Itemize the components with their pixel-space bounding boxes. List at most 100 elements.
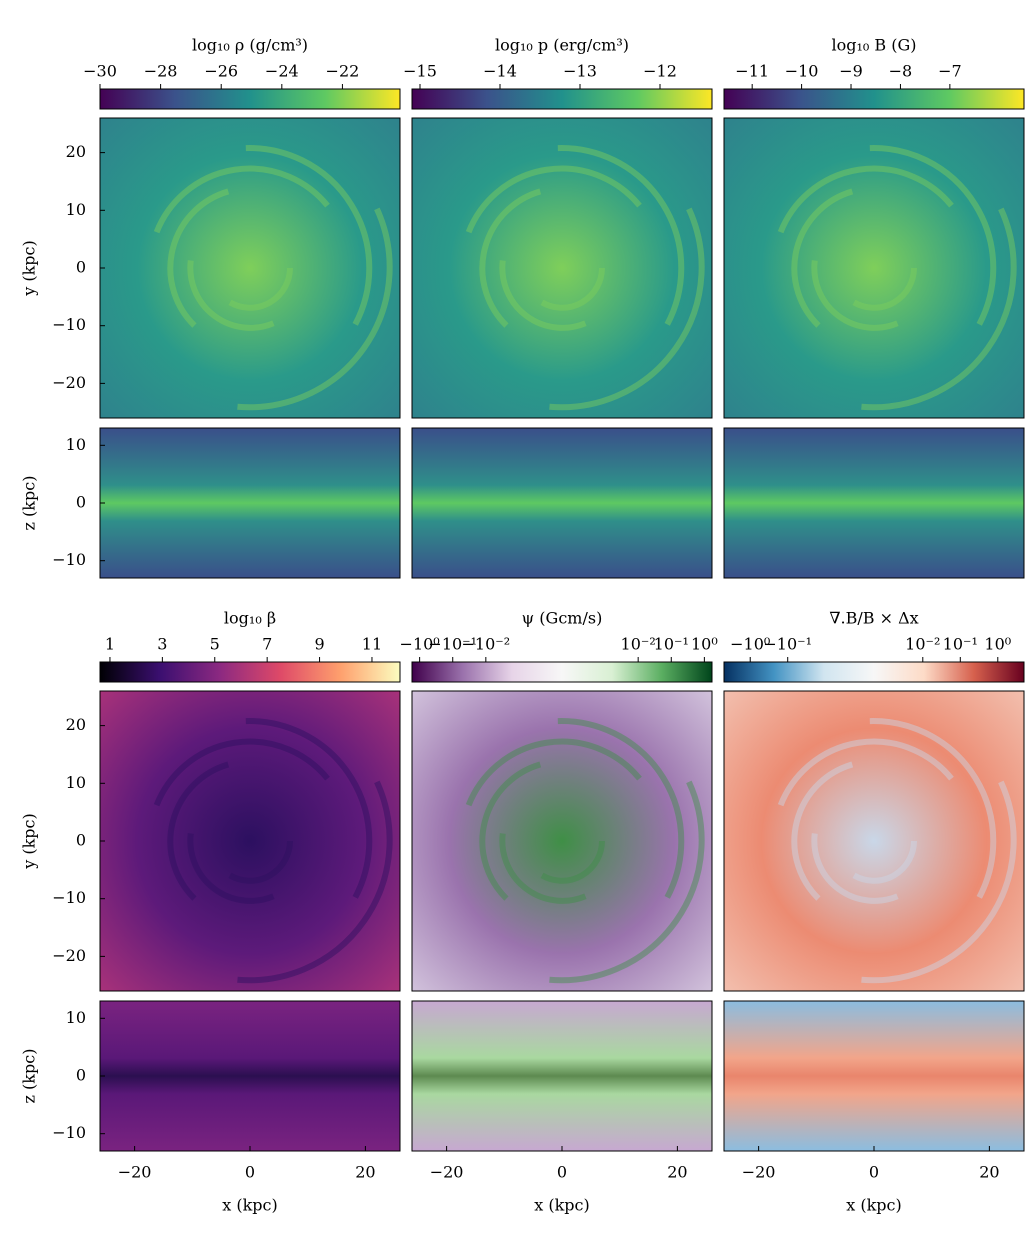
x-tick-label: 20 [979,1163,999,1182]
y-axis-label: y (kpc) [20,240,39,297]
x-tick-label: −20 [430,1163,464,1182]
spiral-arm [549,207,705,411]
spiral-arm [167,761,230,901]
spiral-arm [499,260,587,331]
spiral-arm [153,165,330,234]
colorbar-tick-label: 9 [314,635,324,654]
spiral-arm [465,738,642,807]
colorbar-tick-label: −10⁰ [730,635,770,654]
x-axis-label: x (kpc) [222,1196,278,1215]
colorbar-label: log₁₀ β [224,609,276,628]
x-tick-label: −20 [742,1163,776,1182]
colorbar [723,661,1025,683]
image-panel [723,117,1025,419]
colorbar-label: log₁₀ p (erg/cm³) [495,36,629,55]
colorbar-tick-label: −10⁰ [400,635,440,654]
y-tick-label: −10 [52,550,86,569]
spiral-arm [465,165,642,234]
colorbar-tick-label: 5 [210,635,220,654]
image-panel [723,1000,1025,1152]
x-tick-label: 0 [869,1163,879,1182]
spiral-arm [861,780,1017,984]
x-axis-label: x (kpc) [534,1196,590,1215]
colorbar-tick-label: 10⁻² [905,635,940,654]
colorbar [411,661,713,683]
spiral-arm [153,738,330,807]
y-tick-label: 20 [66,142,86,161]
x-axis-label: x (kpc) [846,1196,902,1215]
image-panel [99,1000,401,1152]
y-tick-label: 10 [66,435,86,454]
spiral-arm [811,260,899,331]
colorbar-tick-label: −22 [326,62,360,81]
spiral-arm [540,267,605,311]
colorbar-tick-label: −13 [563,62,597,81]
y-axis-label: z (kpc) [20,476,39,531]
colorbar-tick-label: 11 [362,635,382,654]
colorbar-label: ∇.B/B × Δx [829,609,918,628]
colorbar-tick-label: 1 [105,635,115,654]
image-panel [723,427,1025,579]
colorbar-tick-label: −10 [785,62,819,81]
image-panel [411,427,713,579]
image-panel [723,690,1025,992]
y-axis-label: y (kpc) [20,813,39,870]
y-tick-label: 0 [76,258,86,277]
spiral-arm [479,188,542,328]
y-tick-label: −20 [52,373,86,392]
y-tick-label: −10 [52,888,86,907]
image-panel [411,1000,713,1152]
colorbar-tick-label: 7 [262,635,272,654]
image-panel [99,427,401,579]
y-axis-label: z (kpc) [20,1049,39,1104]
x-tick-label: 20 [355,1163,375,1182]
colorbar-tick-label: −28 [144,62,178,81]
x-tick-label: 20 [667,1163,687,1182]
colorbar-tick-label: −12 [643,62,677,81]
colorbar-tick-label: 10⁻¹ [943,635,978,654]
spiral-arm [187,833,275,904]
spiral-arm [777,165,954,234]
y-tick-label: 0 [76,1066,86,1085]
spiral-arm [557,145,685,326]
spiral-arm [549,780,705,984]
spiral-arm [237,780,393,984]
image-panel [411,117,713,419]
y-tick-label: −10 [52,1123,86,1142]
colorbar-tick-label: −26 [204,62,238,81]
colorbar-tick-label: 10⁰ [691,635,718,654]
y-tick-label: 10 [66,1008,86,1027]
colorbar-tick-label: −14 [483,62,517,81]
spiral-arm [852,840,917,884]
spiral-arm [852,267,917,311]
colorbar-tick-label: 10⁻² [621,635,656,654]
spiral-arm [869,145,997,326]
colorbar-tick-label: −10⁻² [462,635,511,654]
x-tick-label: 0 [557,1163,567,1182]
y-tick-label: −20 [52,946,86,965]
colorbar-tick-label: −11 [735,62,769,81]
colorbar-tick-label: 3 [157,635,167,654]
image-panel [411,690,713,992]
colorbar-tick-label: 10⁰ [984,635,1011,654]
spiral-arm [228,840,293,884]
colorbar-tick-label: −10⁻¹ [763,635,812,654]
image-panel [99,690,401,992]
colorbar-tick-label: −7 [938,62,962,81]
spiral-arm [245,145,373,326]
colorbar-label: log₁₀ B (G) [831,36,916,55]
spiral-arm [861,207,1017,411]
spiral-arm [791,761,854,901]
spiral-arm [557,718,685,899]
spiral-arm [540,840,605,884]
colorbar-tick-label: −10⁻¹ [428,635,477,654]
spiral-arm [869,718,997,899]
y-tick-label: 20 [66,715,86,734]
colorbar-tick-label: −30 [83,62,117,81]
y-tick-label: −10 [52,315,86,334]
spiral-arm [228,267,293,311]
spiral-arm [499,833,587,904]
x-tick-label: 0 [245,1163,255,1182]
spiral-arm [237,207,393,411]
